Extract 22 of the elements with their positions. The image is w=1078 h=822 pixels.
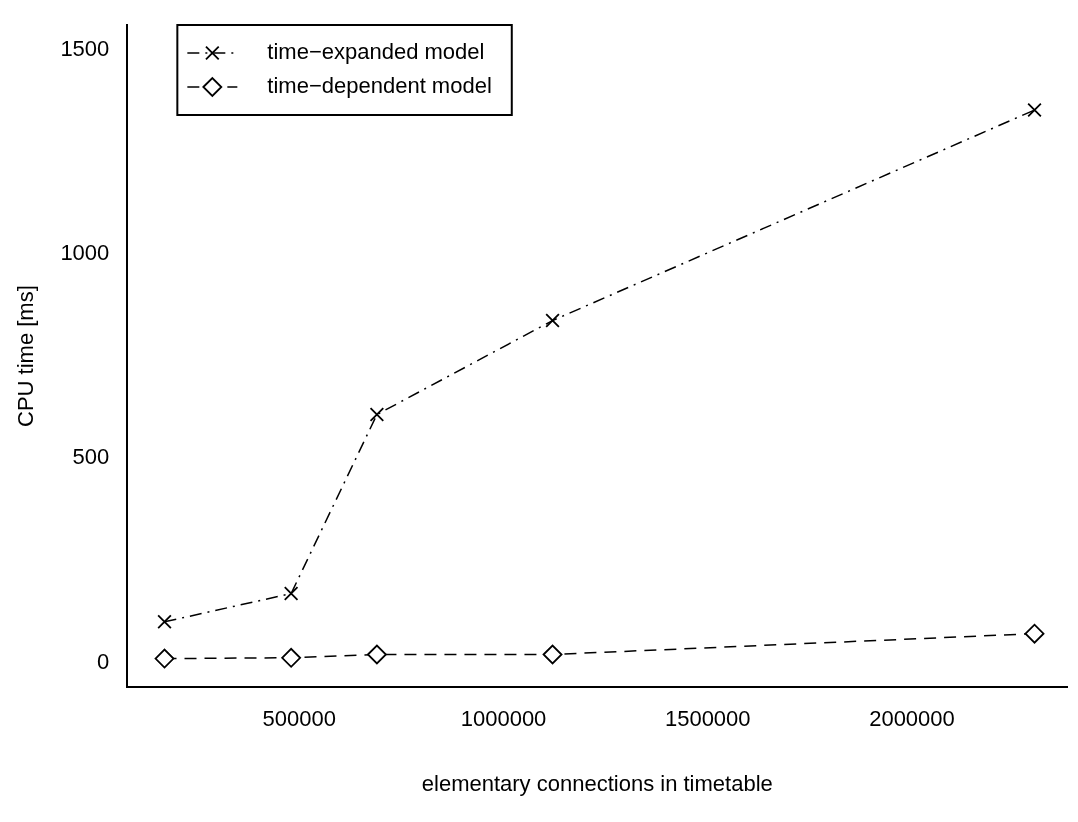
point (369, 407, 385, 422)
point (1027, 102, 1042, 118)
x-axis-title: elementary connections in timetable (421, 770, 773, 796)
y-tick-label: 500 (72, 444, 110, 470)
x-tick-label: 2000000 (869, 706, 955, 732)
legend-label: time−expanded model (267, 39, 485, 65)
point (154, 648, 175, 669)
x-tick-label: 500000 (262, 706, 337, 732)
legend-label: time−dependent model (267, 73, 492, 99)
y-axis-title: CPU time [ms] (13, 285, 39, 427)
point (367, 644, 387, 665)
point (545, 313, 560, 328)
point (281, 647, 302, 668)
y-tick-label: 1000 (60, 239, 110, 265)
point (157, 614, 172, 630)
point (283, 586, 299, 601)
point (542, 644, 563, 665)
x-tick-label: 1000000 (460, 706, 547, 732)
x-tick-label: 1500000 (664, 706, 751, 732)
y-tick-label: 0 (97, 648, 110, 674)
point (1024, 623, 1045, 644)
y-tick-label: 1500 (60, 35, 110, 61)
